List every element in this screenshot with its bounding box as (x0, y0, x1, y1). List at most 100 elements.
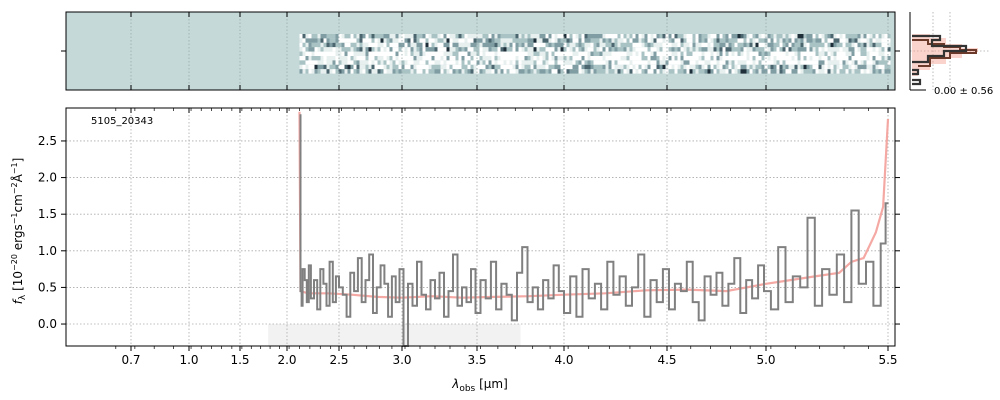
2d-pixel (755, 60, 759, 65)
2d-pixel (794, 51, 798, 56)
2d-pixel (347, 34, 351, 39)
2d-pixel (878, 38, 882, 43)
2d-pixel (707, 34, 711, 39)
2d-pixel (728, 47, 732, 52)
2d-pixel (455, 60, 459, 65)
2d-pixel (572, 38, 576, 43)
2d-pixel (650, 34, 654, 39)
2d-pixel (881, 56, 885, 61)
2d-pixel (506, 60, 510, 65)
2d-pixel (374, 34, 378, 39)
object-label: 5105_20343 (91, 116, 153, 127)
2d-pixel (299, 69, 303, 74)
2d-pixel (830, 60, 834, 65)
2d-pixel (668, 56, 672, 61)
2d-pixel (551, 60, 555, 65)
2d-pixel (509, 51, 513, 56)
2d-pixel (521, 47, 525, 52)
2d-pixel (605, 60, 609, 65)
2d-pixel (653, 60, 657, 65)
2d-pixel (674, 64, 678, 70)
2d-pixel (485, 69, 489, 74)
2d-pixel (833, 42, 837, 48)
2d-pixel (527, 47, 531, 52)
2d-pixel (656, 56, 660, 61)
2d-pixel (662, 69, 666, 74)
2d-pixel (872, 42, 876, 48)
y-axis-ticks: 0.00.51.01.52.02.5 (38, 134, 900, 331)
2d-pixel (776, 56, 780, 61)
x-tick-label: 0.7 (121, 353, 140, 367)
2d-pixel (563, 64, 567, 70)
2d-pixel (326, 64, 330, 70)
2d-pixel (530, 38, 534, 43)
2d-pixel (392, 34, 396, 39)
2d-pixel (830, 38, 834, 43)
2d-pixel (761, 51, 765, 56)
2d-pixel (485, 64, 489, 70)
2d-pixel (518, 60, 522, 65)
2d-pixel (692, 42, 696, 48)
2d-pixel (317, 56, 321, 61)
2d-pixel (470, 64, 474, 70)
2d-pixel (839, 60, 843, 65)
2d-pixel (731, 60, 735, 65)
2d-pixel (401, 60, 405, 65)
2d-pixel (704, 60, 708, 65)
2d-pixel (887, 51, 891, 56)
2d-pixel (350, 38, 354, 43)
2d-pixel (785, 56, 789, 61)
2d-pixel (608, 56, 612, 61)
2d-pixel (803, 56, 807, 61)
2d-pixel (677, 47, 681, 52)
2d-pixel (869, 69, 873, 74)
2d-pixel (722, 47, 726, 52)
2d-pixel (299, 60, 303, 65)
2d-pixel (332, 56, 336, 61)
2d-pixel (716, 69, 720, 74)
2d-pixel (620, 51, 624, 56)
2d-pixel (707, 47, 711, 52)
2d-pixel (608, 60, 612, 65)
2d-pixel (698, 56, 702, 61)
2d-pixel (785, 47, 789, 52)
2d-pixel (887, 34, 891, 39)
2d-pixel (428, 56, 432, 61)
2d-pixel (749, 69, 753, 74)
2d-pixel (716, 51, 720, 56)
2d-pixel (797, 51, 801, 56)
2d-pixel (656, 60, 660, 65)
2d-pixel (485, 42, 489, 48)
2d-pixel (617, 42, 621, 48)
2d-pixel (587, 69, 591, 74)
2d-pixel (515, 69, 519, 74)
2d-pixel (827, 42, 831, 48)
2d-pixel (812, 42, 816, 48)
2d-pixel (791, 56, 795, 61)
2d-pixel (734, 38, 738, 43)
x-tick-label: 3.0 (392, 353, 411, 367)
2d-pixel (785, 42, 789, 48)
2d-pixel (548, 42, 552, 48)
2d-pixel (845, 51, 849, 56)
2d-pixel (638, 64, 642, 70)
2d-pixel (524, 34, 528, 39)
2d-pixel (545, 47, 549, 52)
2d-pixel (668, 69, 672, 74)
2d-pixel (686, 51, 690, 56)
2d-pixel (302, 69, 306, 74)
2d-pixel (638, 69, 642, 74)
2d-pixel (578, 56, 582, 61)
2d-pixel (506, 38, 510, 43)
2d-pixel (605, 64, 609, 70)
2d-pixel (653, 64, 657, 70)
2d-pixel (329, 47, 333, 52)
2d-pixel (302, 60, 306, 65)
2d-pixel (593, 56, 597, 61)
2d-pixel (353, 60, 357, 65)
2d-pixel (695, 56, 699, 61)
2d-pixel (692, 60, 696, 65)
2d-pixel (452, 38, 456, 43)
2d-pixel (626, 47, 630, 52)
2d-pixel (779, 42, 783, 48)
